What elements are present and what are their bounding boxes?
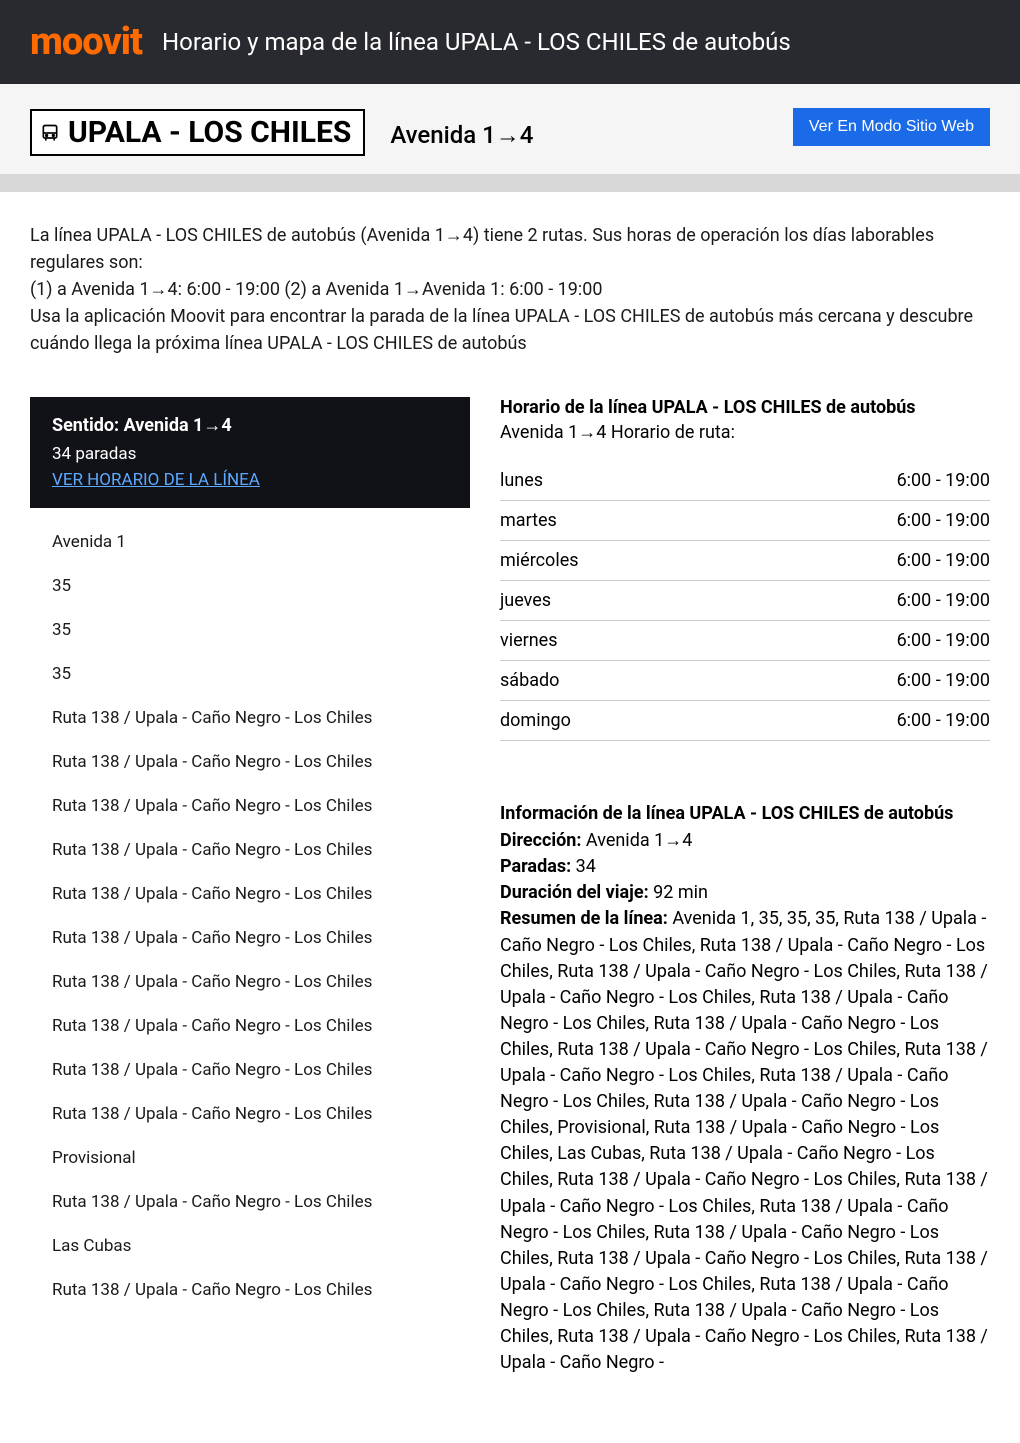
route-badge: UPALA - LOS CHILES <box>30 109 365 156</box>
route-direction: Avenida 1→4 <box>390 121 533 150</box>
info-direction-label: Dirección: <box>500 830 581 851</box>
stop-item: Provisional <box>52 1148 448 1168</box>
bus-icon <box>40 123 60 143</box>
info-summary: Resumen de la línea: Avenida 1, 35, 35, … <box>500 906 990 1376</box>
schedule-hours: 6:00 - 19:00 <box>897 470 990 491</box>
schedule-hours: 6:00 - 19:00 <box>897 630 990 651</box>
info-duration-label: Duración del viaje: <box>500 882 649 903</box>
stop-item: 35 <box>52 664 448 684</box>
logo[interactable]: moovit <box>30 20 142 64</box>
schedule-day: martes <box>500 510 557 531</box>
divider-bar <box>0 174 1020 192</box>
stop-item: Ruta 138 / Upala - Caño Negro - Los Chil… <box>52 1060 448 1080</box>
route-banner: UPALA - LOS CHILES Avenida 1→4 Ver En Mo… <box>0 84 1020 174</box>
line-info: Información de la línea UPALA - LOS CHIL… <box>500 801 990 1376</box>
stop-item: Ruta 138 / Upala - Caño Negro - Los Chil… <box>52 1016 448 1036</box>
stop-item: Las Cubas <box>52 1236 448 1256</box>
info-stops-label: Paradas: <box>500 856 571 877</box>
direction-header: Sentido: Avenida 1→4 34 paradas VER HORA… <box>30 397 470 508</box>
stop-item: Ruta 138 / Upala - Caño Negro - Los Chil… <box>52 752 448 772</box>
stop-item: Avenida 1 <box>52 532 448 552</box>
left-column: Sentido: Avenida 1→4 34 paradas VER HORA… <box>30 397 470 1376</box>
intro-text: La línea UPALA - LOS CHILES de autobús (… <box>30 222 990 357</box>
route-name: UPALA - LOS CHILES <box>68 115 351 150</box>
info-summary-label: Resumen de la línea: <box>500 908 668 929</box>
stop-item: Ruta 138 / Upala - Caño Negro - Los Chil… <box>52 796 448 816</box>
schedule-row: miércoles 6:00 - 19:00 <box>500 541 990 581</box>
info-direction-value: Avenida 1→4 <box>581 830 692 851</box>
schedule-day: domingo <box>500 710 571 731</box>
stop-item: Ruta 138 / Upala - Caño Negro - Los Chil… <box>52 708 448 728</box>
schedule-day: sábado <box>500 670 559 691</box>
info-stops: Paradas: 34 <box>500 854 990 880</box>
stop-item: Ruta 138 / Upala - Caño Negro - Los Chil… <box>52 884 448 904</box>
schedule-hours: 6:00 - 19:00 <box>897 670 990 691</box>
header: moovit Horario y mapa de la línea UPALA … <box>0 0 1020 84</box>
schedule-hours: 6:00 - 19:00 <box>897 550 990 571</box>
schedule-hours: 6:00 - 19:00 <box>897 510 990 531</box>
schedule-day: lunes <box>500 470 543 491</box>
intro-line: Usa la aplicación Moovit para encontrar … <box>30 303 990 357</box>
right-column: Horario de la línea UPALA - LOS CHILES d… <box>500 397 990 1376</box>
info-title: Información de la línea UPALA - LOS CHIL… <box>500 801 990 826</box>
schedule-row: martes 6:00 - 19:00 <box>500 501 990 541</box>
intro-line: (1) a Avenida 1→4: 6:00 - 19:00 (2) a Av… <box>30 276 990 303</box>
info-duration: Duración del viaje: 92 min <box>500 880 990 906</box>
stop-item: 35 <box>52 576 448 596</box>
info-duration-value: 92 min <box>649 882 708 903</box>
schedule-link[interactable]: VER HORARIO DE LA LÍNEA <box>52 470 260 490</box>
schedule-title: Horario de la línea UPALA - LOS CHILES d… <box>500 397 990 418</box>
header-title: Horario y mapa de la línea UPALA - LOS C… <box>162 28 791 56</box>
columns: Sentido: Avenida 1→4 34 paradas VER HORA… <box>30 397 990 1376</box>
info-direction: Dirección: Avenida 1→4 <box>500 828 990 854</box>
stops-list: Avenida 1 35 35 35 Ruta 138 / Upala - Caño N… <box>30 508 470 1348</box>
schedule-row: viernes 6:00 - 19:00 <box>500 621 990 661</box>
stops-count: 34 paradas <box>52 444 448 464</box>
schedule-row: jueves 6:00 - 19:00 <box>500 581 990 621</box>
schedule-hours: 6:00 - 19:00 <box>897 590 990 611</box>
stop-item: Ruta 138 / Upala - Caño Negro - Los Chil… <box>52 840 448 860</box>
stop-item: 35 <box>52 620 448 640</box>
schedule-day: jueves <box>500 590 551 611</box>
schedule-subtitle: Avenida 1→4 Horario de ruta: <box>500 422 990 443</box>
schedule-hours: 6:00 - 19:00 <box>897 710 990 731</box>
web-mode-button[interactable]: Ver En Modo Sitio Web <box>793 108 990 146</box>
schedule-day: miércoles <box>500 550 579 571</box>
schedule-day: viernes <box>500 630 558 651</box>
schedule-row: domingo 6:00 - 19:00 <box>500 701 990 741</box>
direction-title: Sentido: Avenida 1→4 <box>52 415 448 436</box>
schedule-row: lunes 6:00 - 19:00 <box>500 461 990 501</box>
stop-item: Ruta 138 / Upala - Caño Negro - Los Chil… <box>52 928 448 948</box>
main-content: La línea UPALA - LOS CHILES de autobús (… <box>0 192 1020 1406</box>
stop-item: Ruta 138 / Upala - Caño Negro - Los Chil… <box>52 972 448 992</box>
info-summary-value: Avenida 1, 35, 35, 35, Ruta 138 / Upala … <box>500 908 988 1373</box>
schedule-row: sábado 6:00 - 19:00 <box>500 661 990 701</box>
stop-item: Ruta 138 / Upala - Caño Negro - Los Chil… <box>52 1192 448 1212</box>
intro-line: La línea UPALA - LOS CHILES de autobús (… <box>30 222 990 276</box>
schedule-table: lunes6:00 - 19:00martes6:00 - 19:00miérc… <box>500 461 990 741</box>
info-stops-value: 34 <box>571 856 596 877</box>
stop-item: Ruta 138 / Upala - Caño Negro - Los Chil… <box>52 1104 448 1124</box>
stop-item: Ruta 138 / Upala - Caño Negro - Los Chil… <box>52 1280 448 1300</box>
